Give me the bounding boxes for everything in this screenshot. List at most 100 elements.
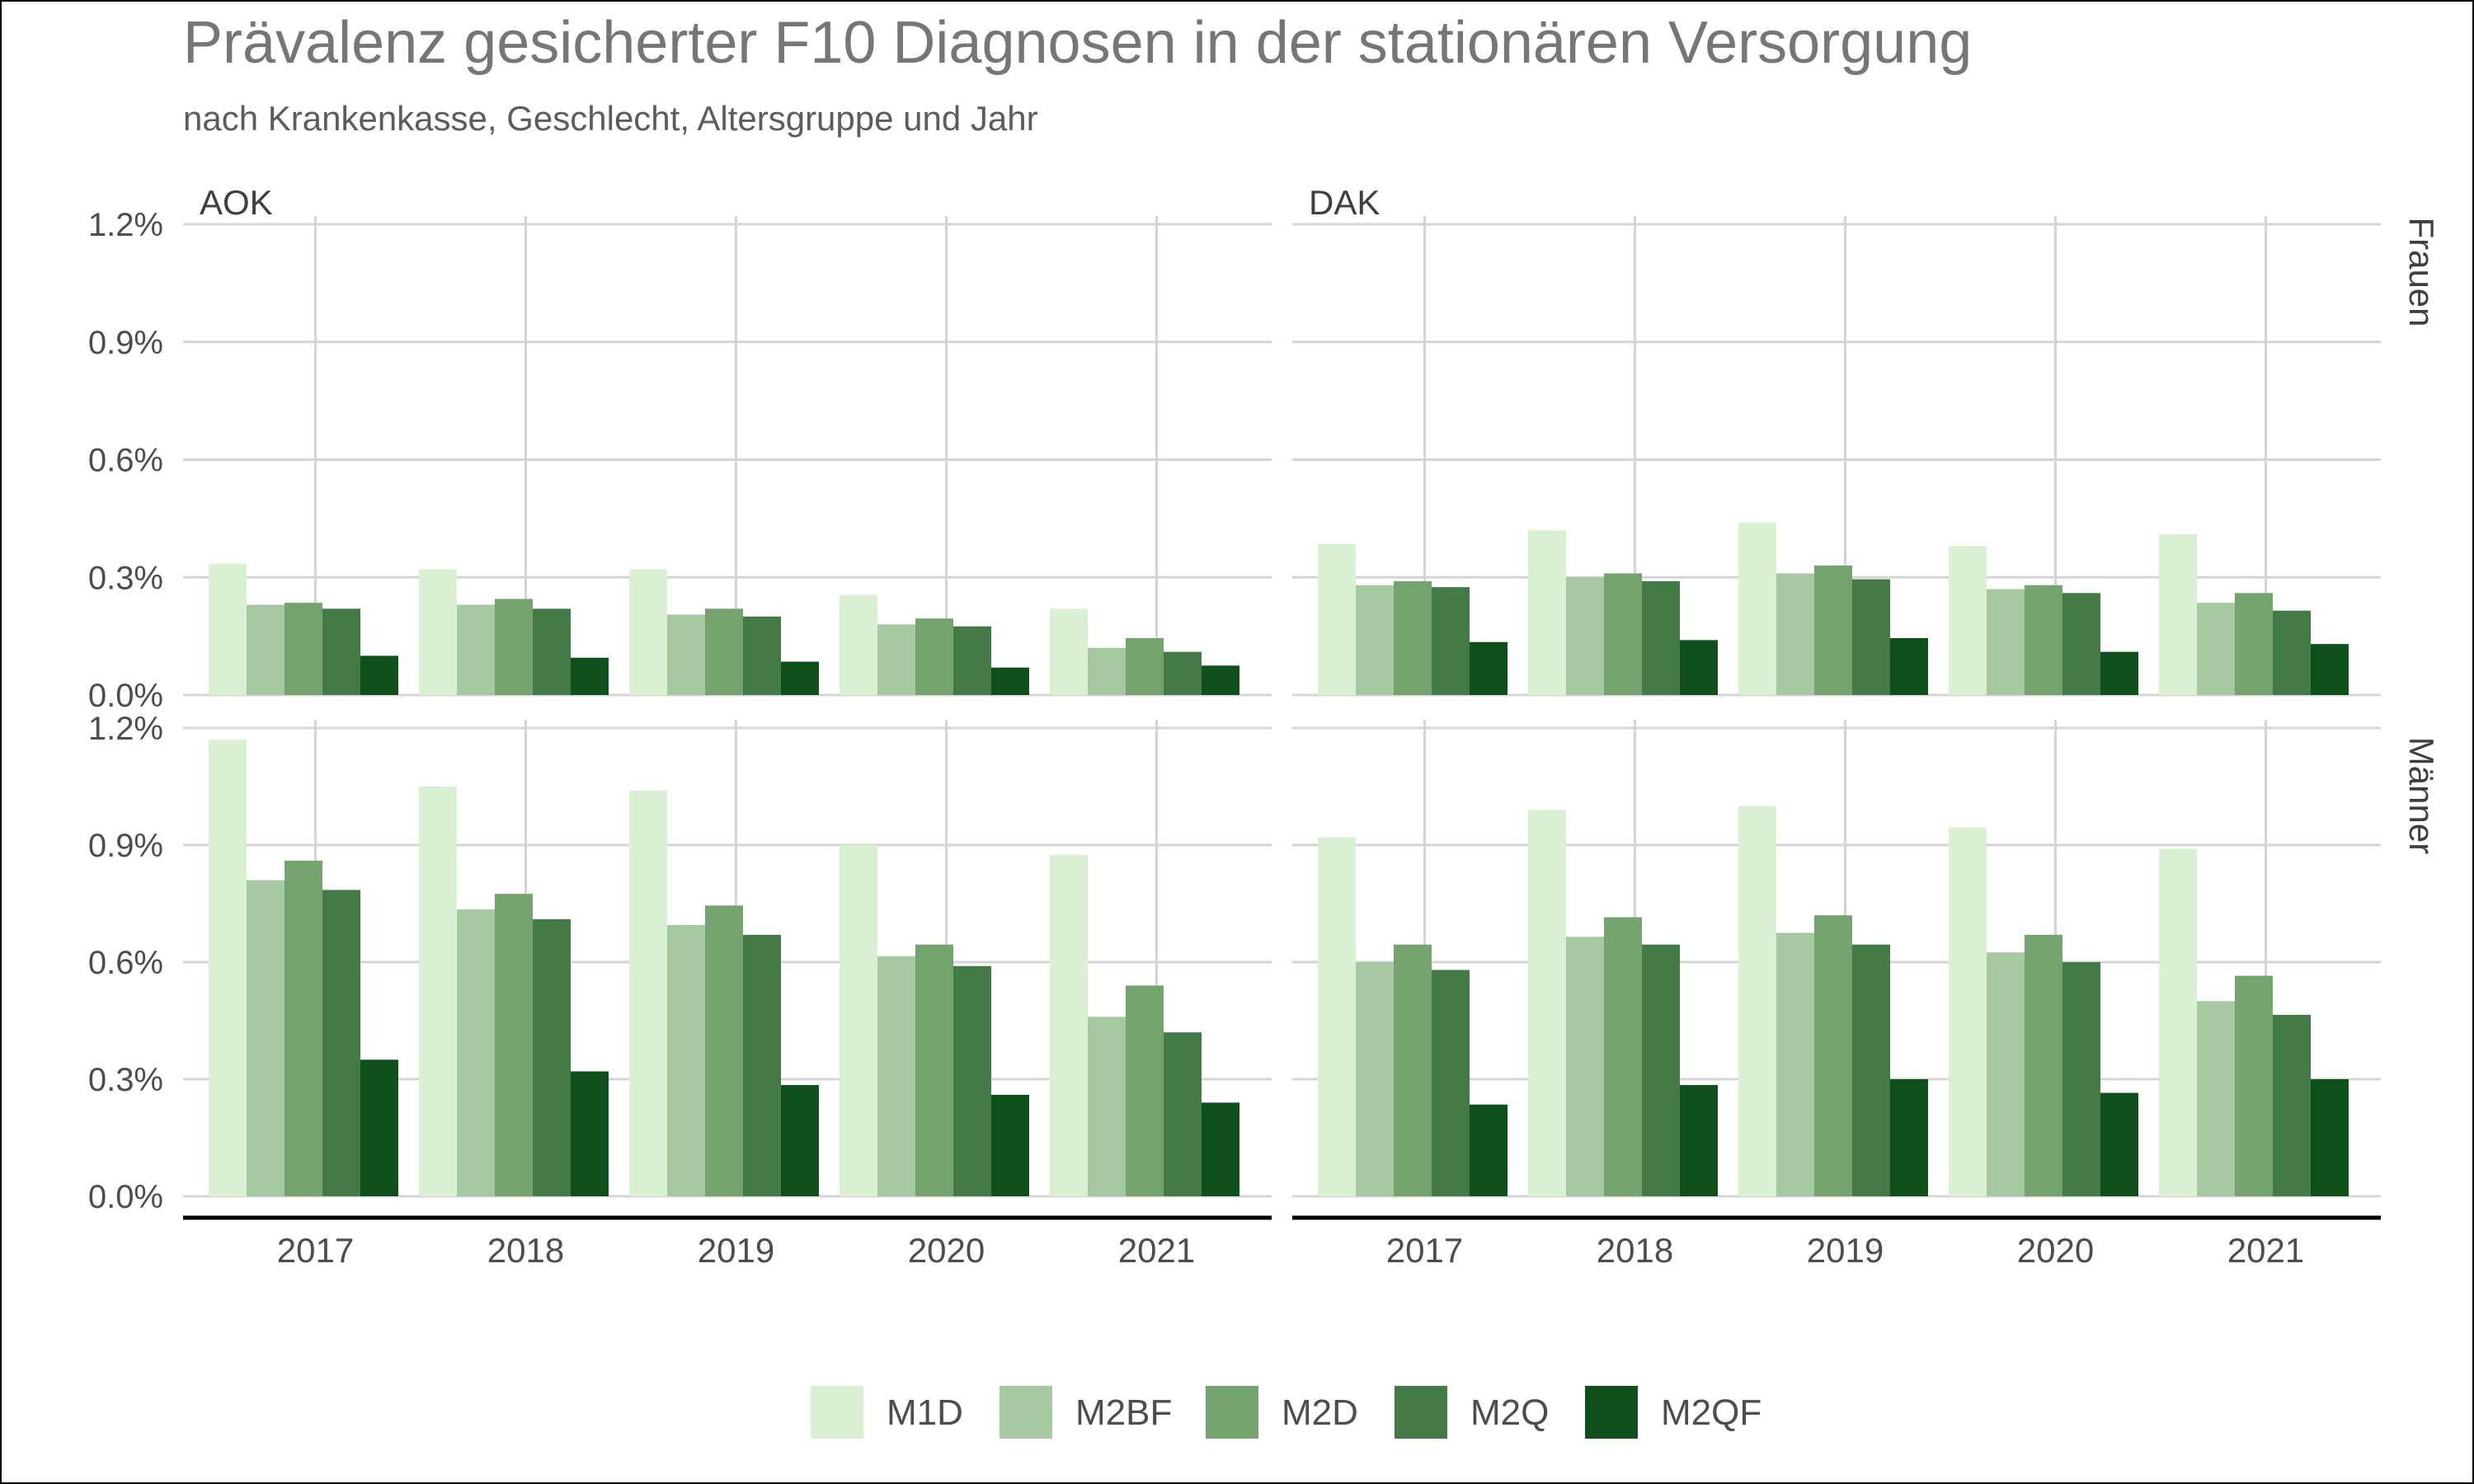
legend: M1D M2BF M2D M2Q M2QF bbox=[811, 1386, 1761, 1439]
bar-m2qf-2019 bbox=[781, 1085, 819, 1196]
bar-m2q-2017 bbox=[1432, 970, 1470, 1196]
bar-m2bf-2017 bbox=[247, 604, 285, 695]
bar-m2qf-2021 bbox=[1202, 665, 1239, 695]
x-tick-label: 2018 bbox=[487, 1231, 564, 1270]
y-tick-label: 0.3% bbox=[88, 1062, 163, 1098]
bar-m2bf-2019 bbox=[1776, 573, 1814, 695]
bar-m1d-2021 bbox=[2159, 533, 2197, 695]
bar-m2qf-2019 bbox=[1890, 638, 1928, 695]
bar-m2bf-2018 bbox=[457, 604, 495, 695]
bar-m2q-2018 bbox=[533, 608, 571, 695]
bar-m1d-2019 bbox=[629, 790, 667, 1196]
bar-m1d-2019 bbox=[1738, 522, 1776, 695]
bar-m2q-2021 bbox=[2273, 610, 2311, 695]
bar-m1d-2017 bbox=[209, 740, 247, 1196]
bar-m2d-2020 bbox=[915, 618, 953, 695]
bar-m2bf-2020 bbox=[1987, 952, 2025, 1196]
facet-panels: AOK DAKFrauenMänner0.0%0.3%0.6%0.9%1.2%0.… bbox=[88, 183, 2441, 1270]
bar-m2qf-2019 bbox=[781, 661, 819, 695]
x-tick-label: 2021 bbox=[2227, 1231, 2304, 1270]
bar-m2bf-2021 bbox=[2197, 1001, 2235, 1196]
bar-m2qf-2018 bbox=[571, 1071, 609, 1196]
legend-label: M2QF bbox=[1661, 1392, 1761, 1433]
bar-m2q-2021 bbox=[1164, 651, 1202, 695]
bar-m2qf-2017 bbox=[1470, 1104, 1507, 1196]
bar-m2bf-2021 bbox=[1088, 1017, 1126, 1196]
bar-m2qf-2021 bbox=[1202, 1102, 1239, 1196]
y-tick-label: 0.6% bbox=[88, 443, 163, 479]
bar-m1d-2017 bbox=[1318, 543, 1356, 695]
bar-m2bf-2017 bbox=[1356, 585, 1394, 695]
bar-m2d-2019 bbox=[705, 905, 743, 1196]
bar-m2bf-2019 bbox=[667, 614, 705, 695]
x-tick-label: 2017 bbox=[277, 1231, 354, 1270]
bar-m2qf-2018 bbox=[571, 657, 609, 695]
legend-item-m1d: M1D bbox=[811, 1386, 963, 1439]
bar-m2q-2021 bbox=[1164, 1032, 1202, 1196]
bar-m2d-2020 bbox=[2025, 934, 2062, 1196]
bar-m1d-2017 bbox=[209, 563, 247, 695]
bar-m2d-2017 bbox=[1394, 581, 1432, 695]
bar-m2q-2020 bbox=[2062, 962, 2100, 1196]
bar-m2d-2017 bbox=[285, 603, 322, 695]
bar-m1d-2021 bbox=[2159, 848, 2197, 1196]
y-tick-label: 1.2% bbox=[88, 207, 163, 243]
legend-item-m2q: M2Q bbox=[1395, 1386, 1549, 1439]
panel-aok-frauen: 0.0% 0.3% 0.6% 0.9% 1.2% bbox=[88, 207, 1272, 714]
y-tick-label: 1.2% bbox=[88, 711, 163, 747]
bar-m2bf-2018 bbox=[1566, 937, 1604, 1196]
bar-m1d-2020 bbox=[1949, 546, 1987, 695]
x-tick-label: 2019 bbox=[1807, 1231, 1884, 1270]
legend-label: M2BF bbox=[1075, 1392, 1172, 1433]
chart-subtitle: nach Krankenkasse, Geschlecht, Altersgru… bbox=[183, 99, 1038, 138]
bar-m1d-2018 bbox=[419, 569, 457, 695]
bar-m2bf-2018 bbox=[457, 909, 495, 1196]
y-tick-label: 0.9% bbox=[88, 325, 163, 361]
facet-label-dak: DAK bbox=[1309, 183, 1380, 222]
x-tick-label: 2018 bbox=[1597, 1231, 1673, 1270]
legend-swatch bbox=[1395, 1386, 1447, 1439]
legend-item-m2bf: M2BF bbox=[999, 1386, 1172, 1439]
legend-item-m2qf: M2QF bbox=[1585, 1386, 1761, 1439]
bar-m2d-2021 bbox=[2235, 593, 2273, 695]
bar-m2bf-2018 bbox=[1566, 577, 1604, 695]
x-tick-label: 2020 bbox=[2017, 1231, 2094, 1270]
bar-m2d-2018 bbox=[495, 599, 533, 695]
bar-m2d-2021 bbox=[1126, 638, 1164, 695]
bar-m2d-2018 bbox=[1604, 917, 1642, 1196]
bar-m2q-2019 bbox=[1852, 944, 1890, 1196]
bar-m2bf-2021 bbox=[1088, 647, 1126, 695]
bar-m1d-2021 bbox=[1050, 854, 1088, 1196]
bar-m2d-2018 bbox=[1604, 573, 1642, 695]
bar-m2d-2019 bbox=[705, 608, 743, 695]
bar-m2d-2017 bbox=[1394, 944, 1432, 1196]
bar-m2qf-2020 bbox=[2100, 651, 2138, 695]
bar-m2bf-2017 bbox=[247, 880, 285, 1196]
bar-m2q-2017 bbox=[1432, 587, 1470, 695]
bar-m2d-2020 bbox=[915, 944, 953, 1196]
bar-m1d-2017 bbox=[1318, 837, 1356, 1196]
y-tick-label: 0.6% bbox=[88, 945, 163, 981]
bar-m2q-2019 bbox=[743, 934, 781, 1196]
bar-m2bf-2020 bbox=[877, 624, 915, 695]
y-tick-label: 0.3% bbox=[88, 560, 163, 596]
bar-m2qf-2020 bbox=[2100, 1092, 2138, 1196]
y-tick-label: 0.0% bbox=[88, 1179, 163, 1215]
bar-m2qf-2021 bbox=[2311, 1079, 2349, 1196]
x-tick-label: 2017 bbox=[1386, 1231, 1463, 1270]
bar-m2qf-2018 bbox=[1680, 1085, 1718, 1196]
legend-item-m2d: M2D bbox=[1206, 1386, 1358, 1439]
bar-m2qf-2020 bbox=[991, 667, 1029, 695]
legend-label: M2D bbox=[1282, 1392, 1358, 1433]
bar-m2bf-2021 bbox=[2197, 603, 2235, 695]
bar-m1d-2020 bbox=[1949, 827, 1987, 1196]
bar-m2d-2019 bbox=[1814, 565, 1852, 695]
bar-m1d-2018 bbox=[1528, 810, 1566, 1196]
panel-dak-maenner: 2017 2018 2019 2020 2021 bbox=[1292, 720, 2381, 1270]
panel-dak-frauen bbox=[1292, 216, 2381, 697]
bar-m2q-2018 bbox=[1642, 581, 1680, 695]
bar-m2bf-2017 bbox=[1356, 962, 1394, 1196]
bar-m2qf-2018 bbox=[1680, 640, 1718, 695]
bar-m2q-2020 bbox=[953, 626, 991, 695]
